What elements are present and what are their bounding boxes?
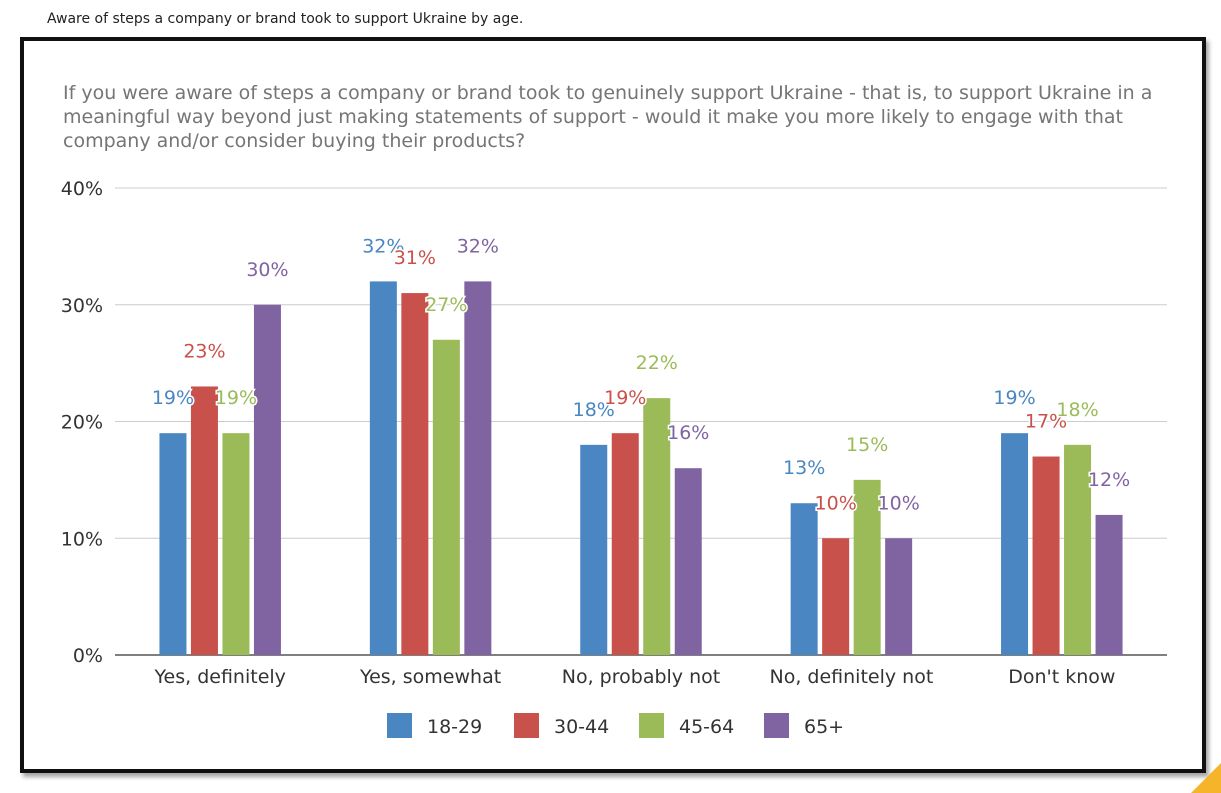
category-label: No, probably not bbox=[562, 666, 720, 688]
legend-swatch bbox=[387, 713, 412, 738]
data-label: 10% bbox=[815, 492, 857, 514]
legend-swatch bbox=[639, 713, 664, 738]
data-label: 18% bbox=[1056, 399, 1098, 421]
data-label: 30% bbox=[246, 259, 288, 281]
data-label: 23% bbox=[183, 340, 225, 362]
y-tick-label: 20% bbox=[61, 412, 103, 434]
data-label: 16% bbox=[667, 422, 709, 444]
chart-frame: If you were aware of steps a company or … bbox=[20, 37, 1206, 773]
bar-30-44 bbox=[611, 433, 639, 655]
data-label: 15% bbox=[846, 434, 888, 456]
data-label: 27% bbox=[425, 294, 467, 316]
bar-18-29 bbox=[1001, 433, 1029, 655]
y-tick-label: 10% bbox=[61, 528, 103, 550]
category-label: Yes, somewhat bbox=[359, 666, 501, 688]
category-label: Yes, definitely bbox=[153, 666, 285, 688]
data-label: 19% bbox=[993, 387, 1035, 409]
legend-label: 30-44 bbox=[554, 716, 609, 738]
bar-30-44 bbox=[1032, 456, 1060, 655]
y-tick-label: 40% bbox=[61, 178, 103, 200]
bar-18-29 bbox=[790, 503, 818, 655]
data-label: 13% bbox=[783, 457, 825, 479]
legend-label: 65+ bbox=[804, 716, 844, 738]
bar-chart: 0% 10% 20% 30% 40% 19% 23% 19% 30% Yes, definitel… bbox=[61, 178, 1167, 738]
category-label: Don't know bbox=[1008, 666, 1115, 688]
corner-accent bbox=[1191, 763, 1221, 793]
data-label: 32% bbox=[362, 235, 404, 257]
data-label: 12% bbox=[1088, 469, 1130, 491]
data-label: 18% bbox=[573, 399, 615, 421]
bar-65plus bbox=[1095, 514, 1123, 655]
bar-65plus bbox=[253, 304, 281, 655]
legend-swatch bbox=[764, 713, 789, 738]
bar-18-29 bbox=[159, 433, 187, 655]
y-tick-label: 30% bbox=[61, 295, 103, 317]
bar-18-29 bbox=[580, 444, 608, 655]
data-label: 10% bbox=[878, 492, 920, 514]
legend-swatch bbox=[514, 713, 539, 738]
chart-title: If you were aware of steps a company or … bbox=[63, 82, 1153, 152]
bar-30-44 bbox=[401, 293, 429, 655]
data-label: 17% bbox=[1025, 411, 1067, 433]
bar-45-64 bbox=[1064, 444, 1092, 655]
data-label: 19% bbox=[604, 387, 646, 409]
legend-label: 45-64 bbox=[679, 716, 734, 738]
data-label: 19% bbox=[152, 387, 194, 409]
data-label: 22% bbox=[636, 352, 678, 374]
bar-65plus bbox=[674, 468, 702, 655]
bar-45-64 bbox=[432, 339, 460, 655]
y-tick-label: 0% bbox=[73, 645, 103, 667]
bar-65plus bbox=[464, 281, 492, 655]
category-label: No, definitely not bbox=[770, 666, 934, 688]
bar-18-29 bbox=[369, 281, 397, 655]
bar-30-44 bbox=[190, 386, 218, 655]
bar-30-44 bbox=[822, 538, 850, 655]
data-label: 32% bbox=[457, 235, 499, 257]
bar-45-64 bbox=[853, 479, 881, 655]
legend-label: 18-29 bbox=[427, 716, 482, 738]
bar-45-64 bbox=[222, 433, 250, 655]
bar-65plus bbox=[885, 538, 913, 655]
data-label: 31% bbox=[394, 247, 436, 269]
bar-45-64 bbox=[643, 398, 671, 655]
data-label: 19% bbox=[215, 387, 257, 409]
figure-caption: Aware of steps a company or brand took t… bbox=[47, 11, 524, 27]
